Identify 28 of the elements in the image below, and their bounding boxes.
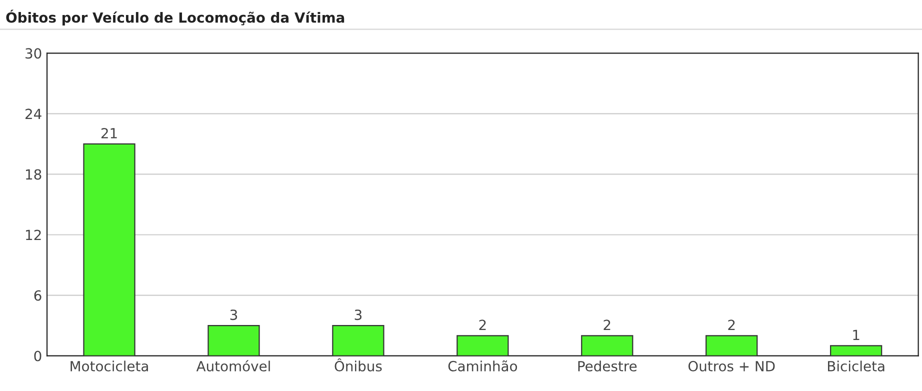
x-tick-label: Motocicleta bbox=[70, 360, 148, 372]
data-label: 1 bbox=[853, 330, 860, 340]
y-tick-label: 18 bbox=[26, 169, 42, 180]
data-label: 3 bbox=[354, 310, 362, 320]
bar bbox=[208, 324, 260, 356]
bar bbox=[581, 335, 634, 356]
x-tick-label: Outros + ND bbox=[688, 360, 775, 372]
y-tick-label: 0 bbox=[34, 350, 42, 362]
x-tick-label: Caminhão bbox=[448, 360, 518, 372]
data-label: 3 bbox=[230, 310, 238, 320]
x-tick-label: Ônibus bbox=[334, 358, 382, 372]
bar bbox=[456, 335, 509, 356]
x-tick-label: Bicicleta bbox=[828, 360, 884, 372]
data-label: 2 bbox=[728, 320, 735, 330]
y-tick-label: 30 bbox=[26, 48, 42, 59]
chart-title: Óbitos por Veículo de Locomoção da Vítima bbox=[6, 10, 344, 26]
x-tick-label: Automóvel bbox=[196, 360, 270, 372]
y-tick-label: 24 bbox=[26, 108, 42, 119]
y-tick-label: 6 bbox=[34, 290, 42, 301]
data-label: 2 bbox=[604, 320, 610, 330]
bar bbox=[830, 345, 882, 356]
data-label: 2 bbox=[479, 320, 486, 330]
bar bbox=[706, 335, 758, 356]
x-tick-label: Pedestre bbox=[578, 360, 637, 372]
bar bbox=[83, 143, 136, 356]
bar bbox=[332, 324, 384, 356]
data-label: 21 bbox=[101, 128, 117, 138]
y-tick-label: 12 bbox=[26, 230, 41, 240]
